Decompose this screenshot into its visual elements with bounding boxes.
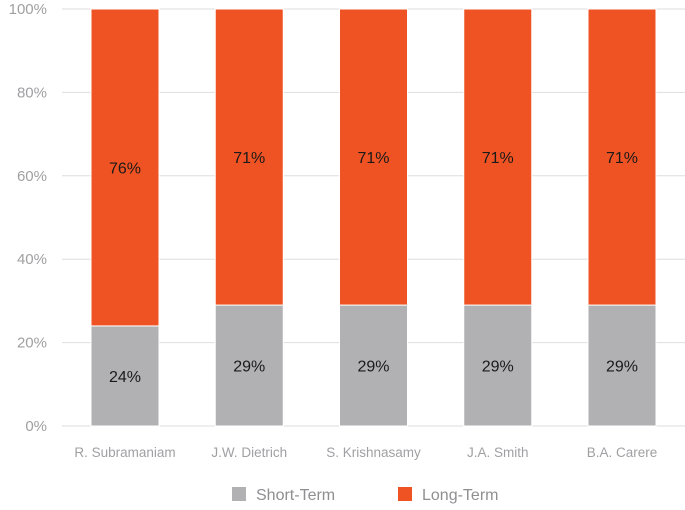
data-label: 71%: [233, 150, 265, 167]
bars: 24% 76% 29% 71% 29% 71% 29% 71% 29% 71%: [90, 8, 657, 427]
y-tick-label: 0%: [25, 418, 47, 435]
bar-segment: [587, 304, 657, 427]
data-label: 29%: [482, 359, 514, 376]
bar-segment: [339, 8, 408, 306]
data-label: 29%: [357, 359, 389, 376]
x-category-label: J.W. Dietrich: [211, 445, 287, 460]
bar-segment: [587, 8, 657, 306]
x-category-label: J.A. Smith: [467, 445, 529, 460]
y-tick-label: 40%: [17, 251, 47, 268]
data-label: 71%: [482, 150, 514, 167]
data-label: 71%: [357, 150, 389, 167]
data-label: 29%: [606, 359, 638, 376]
legend-label: Long-Term: [422, 487, 498, 504]
legend: Short-Term Long-Term: [232, 487, 498, 504]
x-category-label: B.A. Carere: [587, 445, 658, 460]
bar-segment: [339, 304, 408, 427]
bar-segment: [214, 8, 284, 306]
y-tick-label: 100%: [9, 1, 47, 18]
bar-segment: [90, 8, 160, 327]
bar-segment: [463, 8, 533, 306]
legend-label: Short-Term: [256, 487, 335, 504]
legend-swatch: [232, 487, 246, 501]
x-category-label: S. Krishnasamy: [326, 445, 421, 460]
bar-segment: [90, 325, 160, 427]
x-category-label: R. Subramaniam: [74, 445, 175, 460]
data-label: 71%: [606, 150, 638, 167]
data-label: 76%: [109, 160, 141, 177]
legend-swatch: [398, 487, 412, 501]
y-tick-label: 60%: [17, 168, 47, 185]
y-tick-label: 80%: [17, 84, 47, 101]
data-label: 24%: [109, 369, 141, 386]
bar-segment: [463, 304, 533, 427]
bar-segment: [214, 304, 284, 427]
x-axis: R. Subramaniam J.W. Dietrich S. Krishnasam…: [74, 445, 657, 460]
data-label: 29%: [233, 359, 265, 376]
y-axis: 0% 20% 40% 60% 80% 100%: [9, 1, 47, 435]
y-tick-label: 20%: [17, 335, 47, 352]
